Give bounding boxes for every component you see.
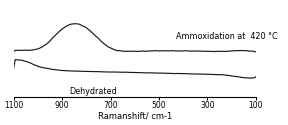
X-axis label: Ramanshift/ cm-1: Ramanshift/ cm-1 xyxy=(98,112,172,121)
Text: Ammoxidation at  420 °C: Ammoxidation at 420 °C xyxy=(176,32,278,41)
Text: Dehydrated: Dehydrated xyxy=(69,87,117,96)
